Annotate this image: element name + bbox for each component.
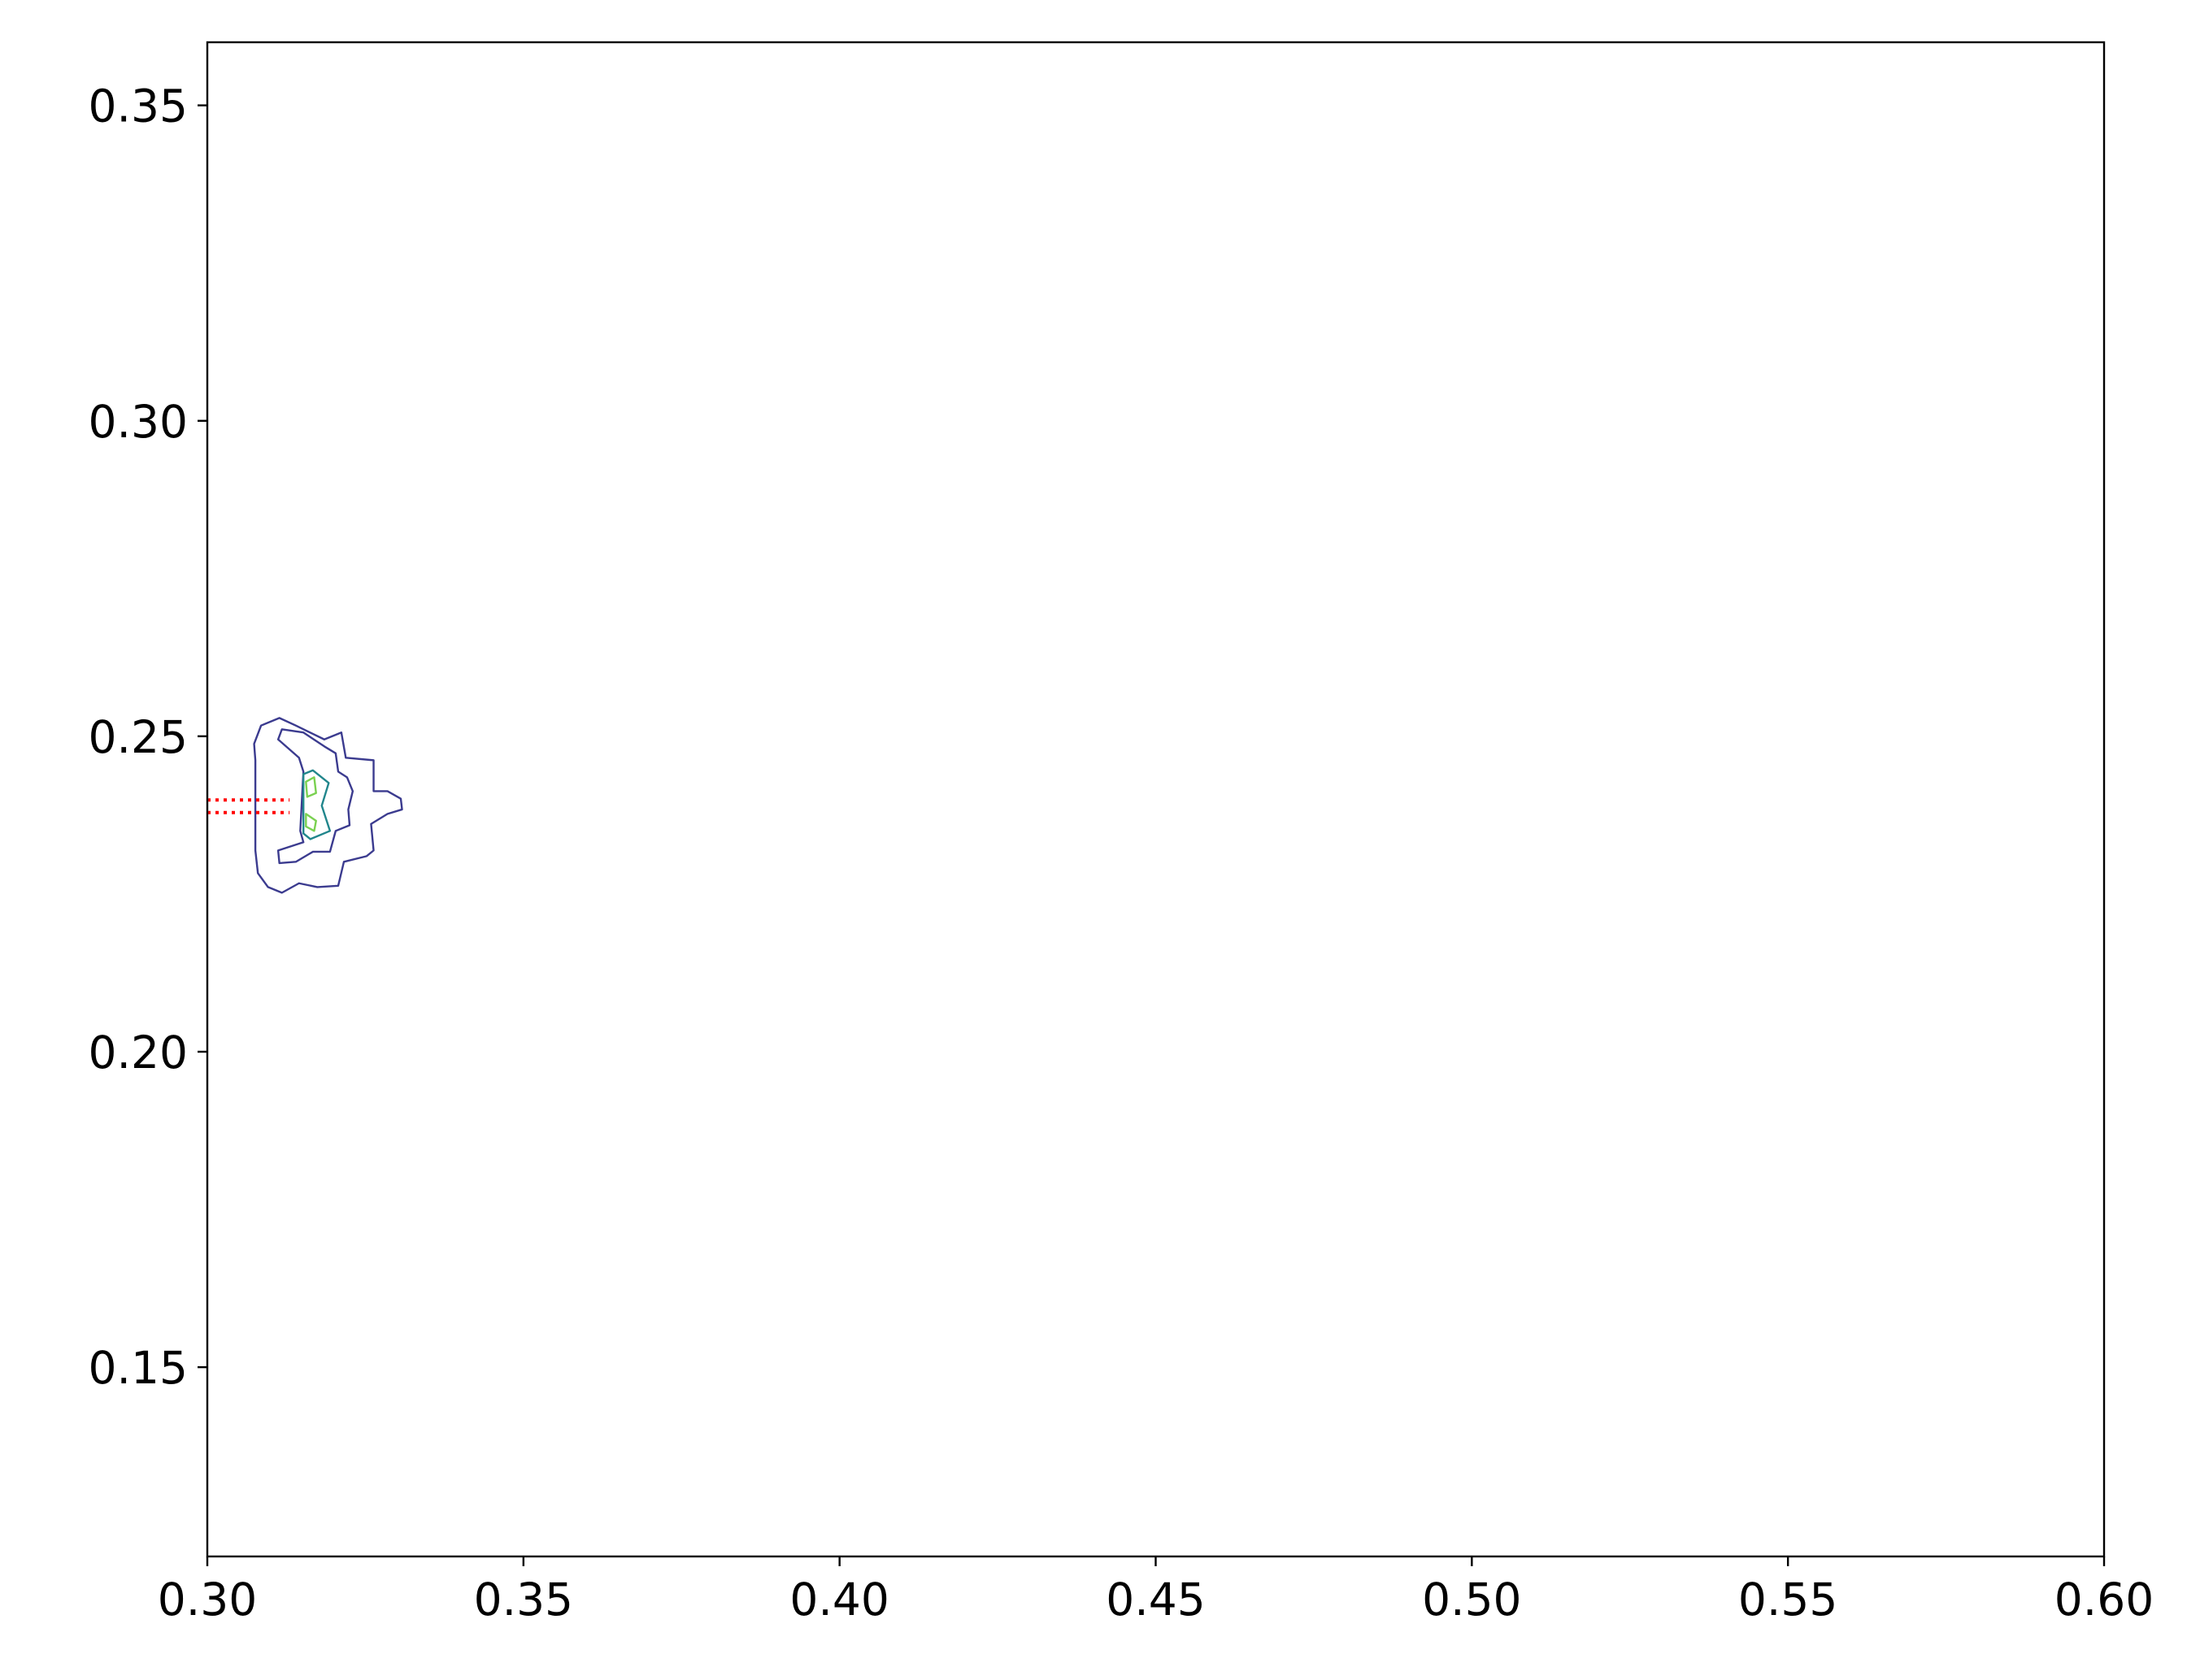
x-tick-label: 0.40 [789,1574,889,1626]
contour-line [305,813,317,832]
contour-line [302,769,332,840]
plot-area [207,42,2104,1556]
x-tick-label: 0.30 [158,1574,257,1626]
contour-line [276,728,354,865]
x-tick-label: 0.55 [1738,1574,1837,1626]
x-tick-label: 0.50 [1422,1574,1521,1626]
y-tick-label: 0.25 [89,711,188,763]
y-tick-label: 0.20 [89,1027,188,1079]
contour-line [253,717,403,894]
plot-frame [206,41,2106,1558]
x-tick-label: 0.60 [2054,1574,2154,1626]
y-tick-label: 0.35 [89,80,188,132]
x-tick-label: 0.45 [1106,1574,1205,1626]
x-tick-label: 0.35 [474,1574,573,1626]
y-tick-label: 0.15 [89,1342,188,1394]
y-tick-label: 0.30 [89,396,188,448]
contour-line [305,776,317,798]
